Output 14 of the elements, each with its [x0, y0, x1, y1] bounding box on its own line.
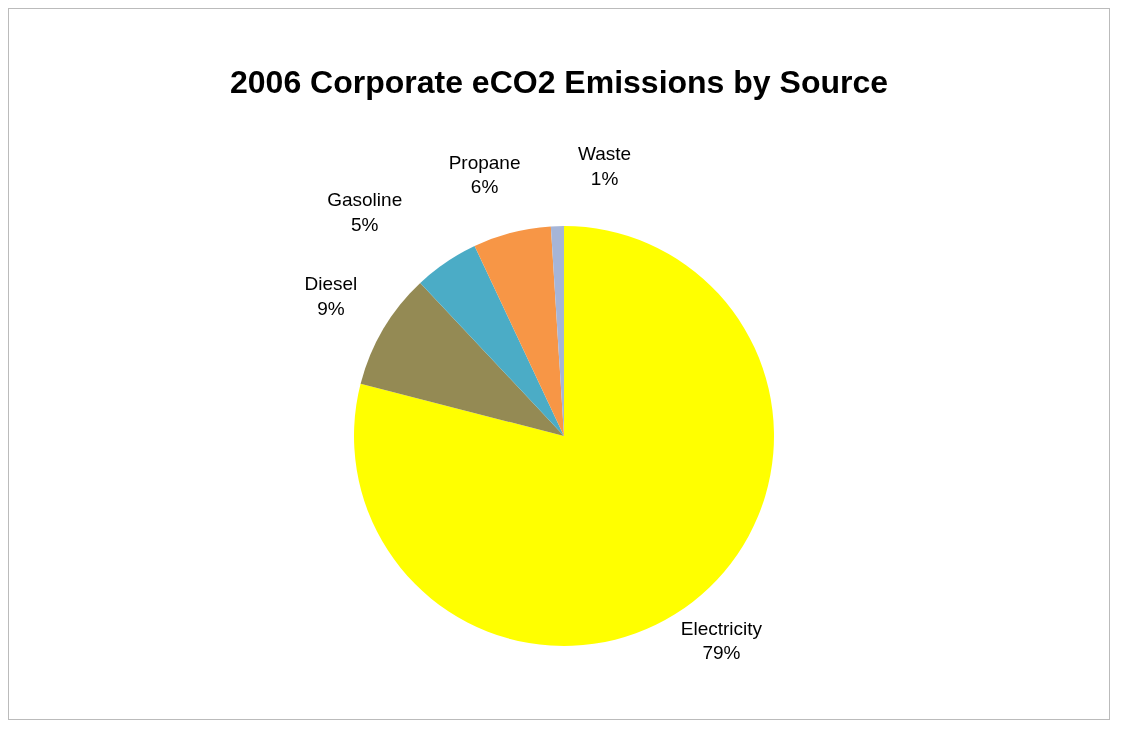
data-label: 6% [470, 176, 499, 198]
slice-label: Waste [577, 143, 632, 165]
slice-label: Gasoline [327, 189, 403, 211]
pie-slice [474, 226, 564, 436]
slice-label: Diesel [304, 273, 358, 295]
data-label: 9% [317, 298, 345, 320]
data-label: 79% [702, 642, 741, 664]
data-label: 1% [590, 168, 619, 190]
slice-label: Propane [448, 151, 521, 173]
chart-title: 2006 Corporate eCO2 Emissions by Source [229, 63, 889, 101]
slice-label: Electricity [680, 617, 763, 639]
pie-slice [420, 245, 564, 436]
pie-slice [360, 282, 564, 436]
data-label: 5% [350, 213, 379, 235]
